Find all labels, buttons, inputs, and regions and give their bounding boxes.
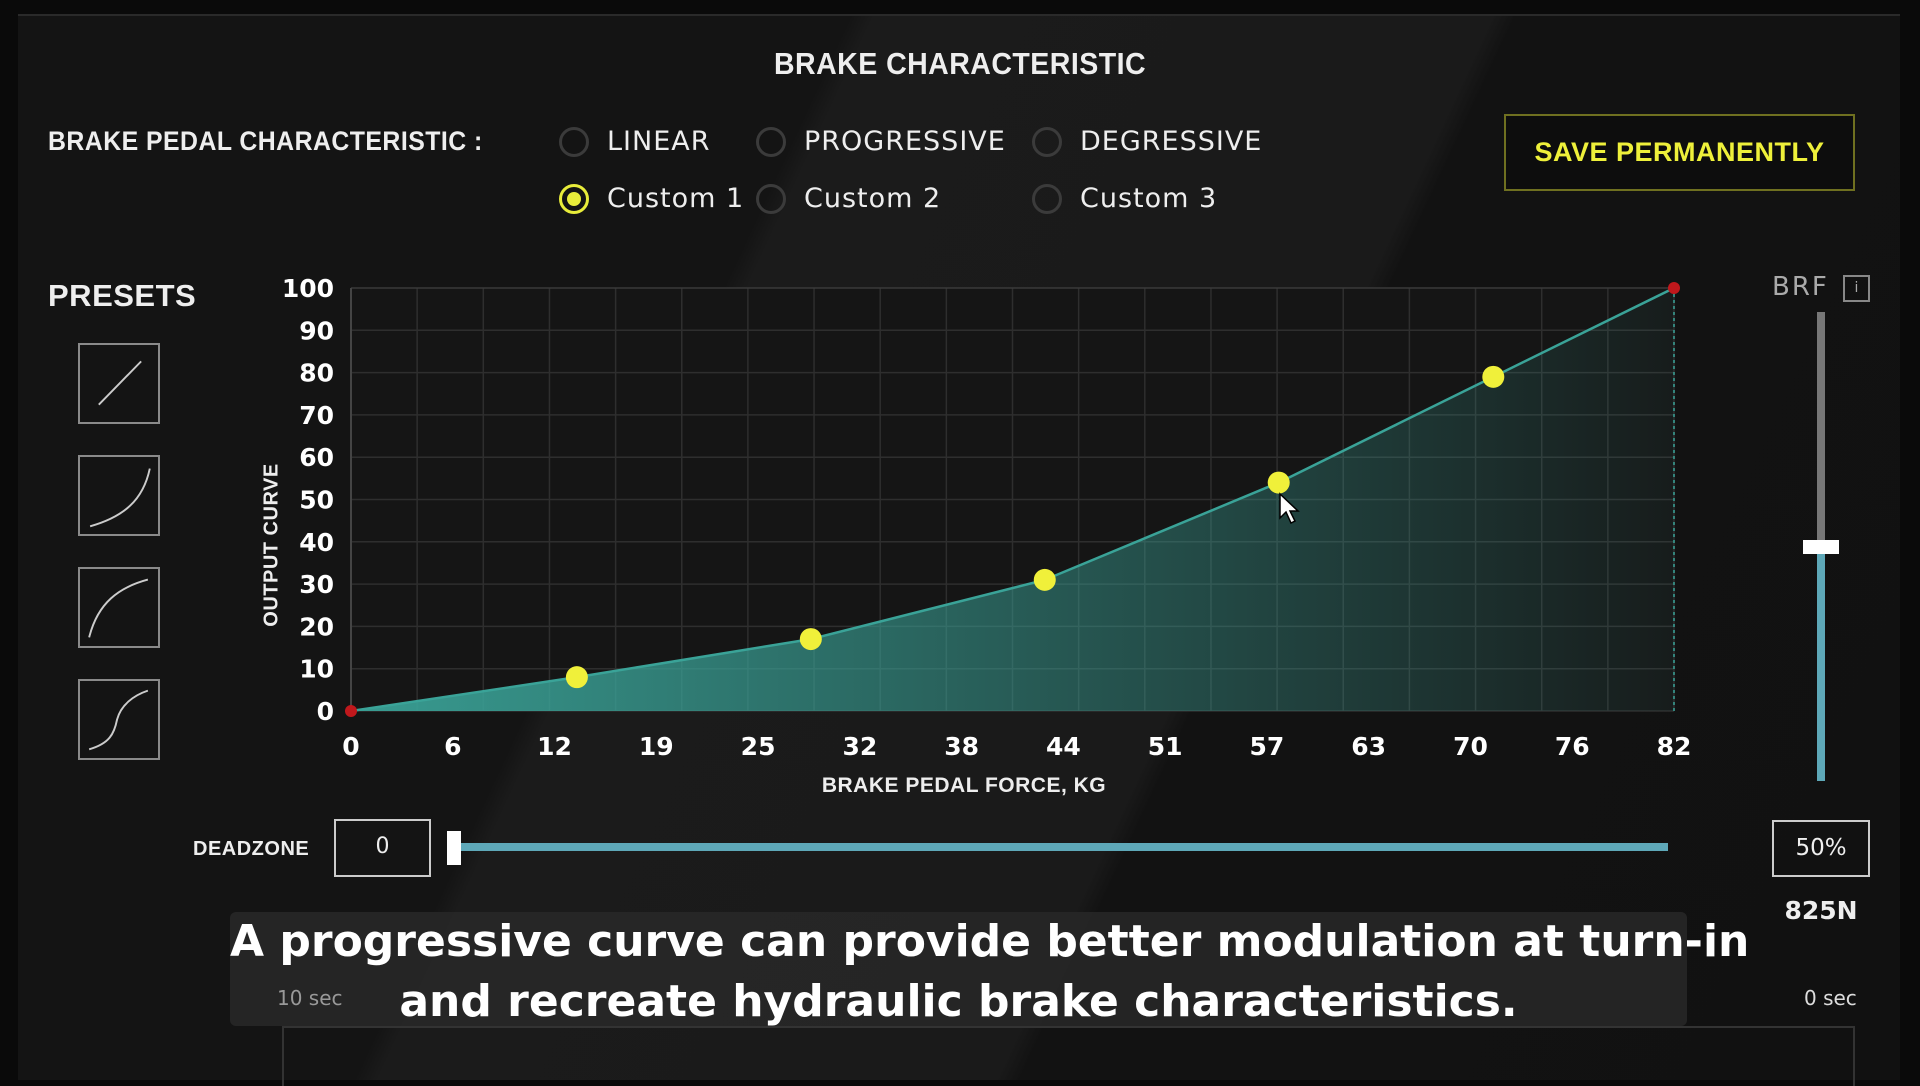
radio-label: LINEAR [607,126,711,157]
deadzone-label: DEADZONE [193,838,310,860]
x-tick-label: 63 [1351,732,1386,761]
radio-degressive[interactable]: DEGRESSIVE [1032,126,1262,157]
y-tick-label: 100 [282,274,334,303]
page-title: BRAKE CHARACTERISTIC [773,46,1147,81]
timeline-graph [282,1026,1855,1086]
radio-label: PROGRESSIVE [804,126,1006,157]
brf-percent-input[interactable]: 50% [1772,820,1870,877]
radio-linear[interactable]: LINEAR [559,126,711,157]
curve-area [351,288,1674,711]
preset-linear-button[interactable] [78,343,160,424]
y-tick-label: 70 [299,401,334,430]
x-tick-label: 82 [1657,732,1692,761]
y-tick-label: 0 [317,697,334,726]
radio-custom-1[interactable]: Custom 1 [559,183,744,214]
info-icon[interactable]: i [1843,275,1870,302]
timeline-right-label: 0 sec [1804,986,1857,1010]
curve-control-point[interactable] [565,666,588,689]
brake-curve-chart[interactable]: 0 10 20 30 40 50 60 70 80 90 100 0 6 12 19 25 32 38 44 51 57… [0,0,1920,800]
radio-circle-icon [756,126,786,157]
s-curve-preset-icon [88,689,149,751]
curve-endpoint[interactable] [1668,282,1680,294]
y-axis-label: OUTPUT CURVE [260,463,283,627]
curve-endpoint[interactable] [345,705,357,717]
degressive-preset-icon [88,578,149,638]
x-tick-label: 6 [444,732,461,761]
video-subtitle: A progressive curve can provide better m… [230,912,1750,1027]
curve-control-point[interactable] [1482,365,1505,388]
subtitle-line-2: and recreate hydraulic brake characteris… [399,976,1518,1027]
y-tick-label: 40 [299,528,334,557]
presets-label: PRESETS [48,278,197,313]
preset-progressive-button[interactable] [78,455,160,536]
timeline-left-label: 10 sec [277,986,343,1010]
radio-circle-icon [559,126,589,157]
y-tick-label: 50 [299,486,334,515]
brf-label: BRF [1772,272,1829,302]
curve-control-point[interactable] [799,628,822,651]
mouse-cursor-icon [1279,492,1300,525]
radio-circle-icon [1032,183,1062,214]
y-tick-label: 60 [299,443,334,472]
radio-label: Custom 1 [607,183,745,214]
progressive-preset-icon [89,468,151,528]
x-tick-label: 38 [944,732,979,761]
brf-slider-fill [1817,546,1825,781]
y-tick-label: 30 [299,570,334,599]
curve-control-point[interactable] [1033,568,1056,591]
x-tick-label: 12 [537,732,572,761]
radio-custom-3[interactable]: Custom 3 [1032,183,1217,214]
preset-s-curve-button[interactable] [78,679,160,760]
y-tick-label: 10 [299,655,334,684]
radio-circle-icon [1032,126,1062,157]
x-tick-label: 0 [342,732,359,761]
deadzone-slider-thumb[interactable] [447,831,461,865]
x-tick-label: 44 [1046,732,1081,761]
brf-force-value: 825N [1784,896,1858,925]
x-tick-label: 76 [1555,732,1590,761]
radio-circle-icon [756,183,786,214]
x-tick-label: 19 [639,732,674,761]
curve-control-point[interactable] [1267,471,1290,494]
subtitle-line-1: A progressive curve can provide better m… [230,916,1750,967]
radio-selected-icon [559,183,589,214]
brf-slider-thumb[interactable] [1803,539,1839,554]
deadzone-slider-track[interactable] [449,843,1668,851]
preset-degressive-button[interactable] [78,567,160,648]
x-axis-label: BRAKE PEDAL FORCE, KG [821,774,1107,797]
radio-label: Custom 2 [804,183,942,214]
radio-label: Custom 3 [1080,183,1218,214]
brake-pedal-characteristic-label: BRAKE PEDAL CHARACTERISTIC : [48,126,483,156]
y-tick-label: 90 [299,316,334,345]
x-tick-label: 57 [1250,732,1285,761]
save-permanently-button[interactable]: SAVE PERMANENTLY [1504,114,1855,191]
x-tick-label: 25 [741,732,776,761]
y-tick-label: 80 [299,359,334,388]
linear-preset-icon [98,360,142,406]
x-tick-label: 70 [1453,732,1488,761]
radio-progressive[interactable]: PROGRESSIVE [756,126,1006,157]
x-tick-label: 51 [1148,732,1183,761]
y-tick-label: 20 [299,612,334,641]
deadzone-input[interactable]: 0 [334,819,431,877]
x-tick-label: 32 [842,732,877,761]
radio-label: DEGRESSIVE [1080,126,1263,157]
radio-custom-2[interactable]: Custom 2 [756,183,941,214]
